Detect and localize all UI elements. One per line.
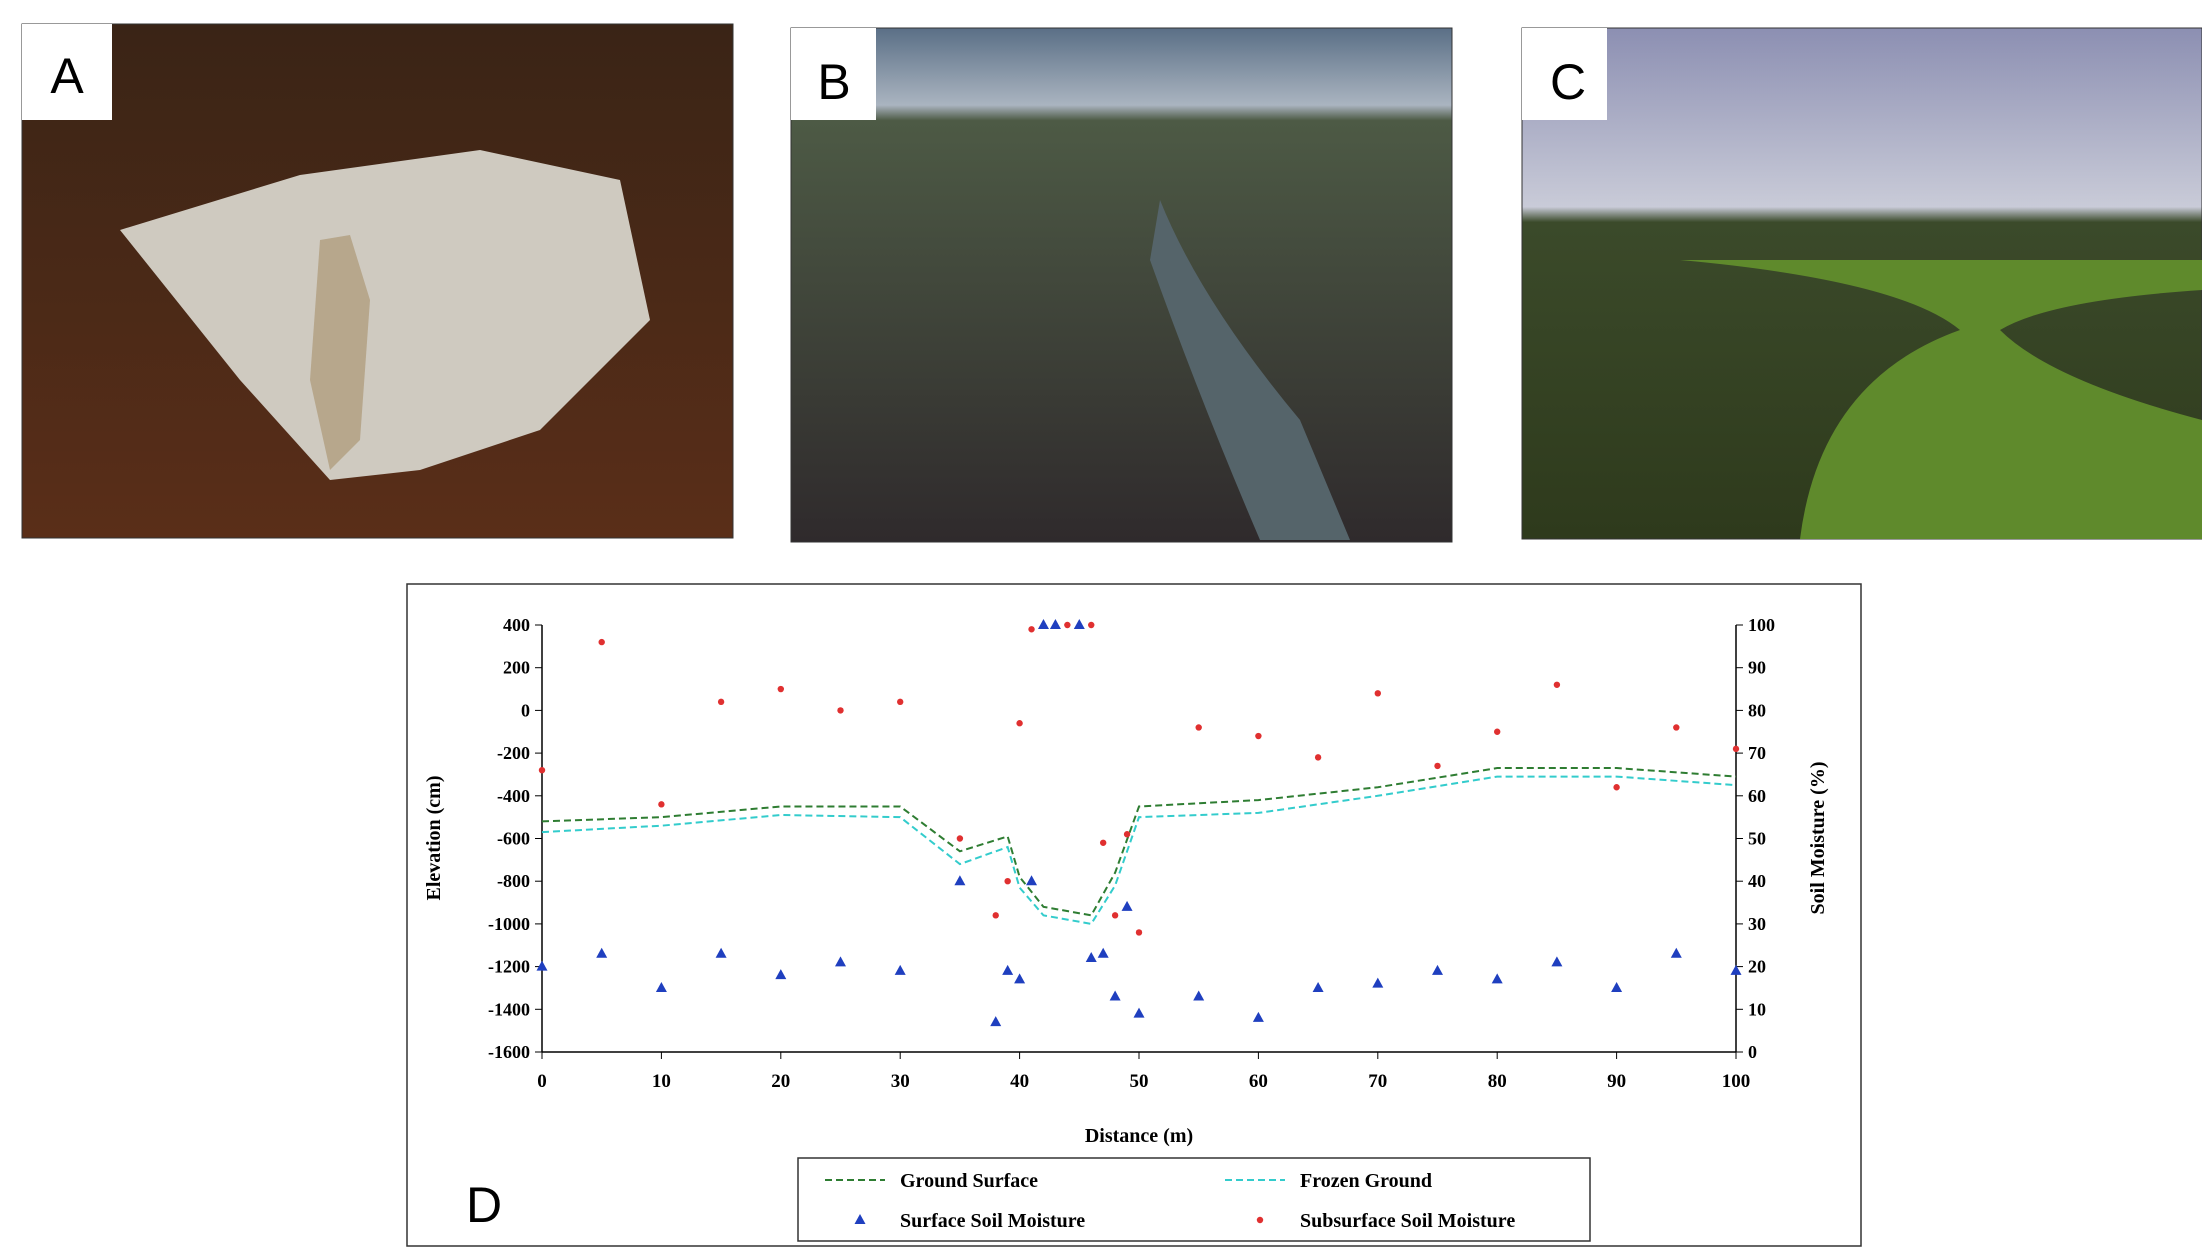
y-tick-label: -1600 — [488, 1042, 530, 1062]
y-tick-label: 400 — [503, 615, 530, 635]
point — [1613, 784, 1619, 790]
photo-b — [791, 28, 1452, 542]
y2-tick-label: 30 — [1748, 914, 1766, 934]
legend-label: Subsurface Soil Moisture — [1300, 1210, 1515, 1232]
point — [1434, 763, 1440, 769]
point — [1004, 878, 1010, 884]
point — [1124, 831, 1130, 837]
point — [1196, 724, 1202, 730]
point — [1016, 720, 1022, 726]
point — [1100, 840, 1106, 846]
y2-tick-label: 0 — [1748, 1042, 1757, 1062]
point — [1673, 724, 1679, 730]
point — [1375, 690, 1381, 696]
x-tick-label: 20 — [771, 1071, 790, 1092]
photo-c — [1522, 28, 2202, 539]
point — [599, 639, 605, 645]
legend-label: Frozen Ground — [1300, 1170, 1432, 1192]
x-tick-label: 80 — [1488, 1071, 1507, 1092]
point — [1494, 729, 1500, 735]
point — [1255, 733, 1261, 739]
x-tick-label: 30 — [891, 1071, 910, 1092]
x-tick-label: 0 — [537, 1071, 547, 1092]
y-tick-label: -400 — [497, 786, 530, 806]
x-tick-label: 10 — [652, 1071, 671, 1092]
legend-swatch — [1257, 1217, 1263, 1223]
point — [897, 699, 903, 705]
panel-label: D — [466, 1177, 502, 1233]
y-tick-label: 0 — [521, 700, 530, 720]
point — [1088, 622, 1094, 628]
y-tick-label: 200 — [503, 658, 530, 678]
y-tick-label: -200 — [497, 743, 530, 763]
point — [658, 801, 664, 807]
point — [1064, 622, 1070, 628]
y2-tick-label: 100 — [1748, 615, 1775, 635]
x-tick-label: 60 — [1249, 1071, 1268, 1092]
y2-tick-label: 60 — [1748, 786, 1766, 806]
point — [778, 686, 784, 692]
y-tick-label: -600 — [497, 829, 530, 849]
y-tick-label: -800 — [497, 871, 530, 891]
figure: A B C D Distance (m) Elevation (cm) Soil… — [0, 0, 2202, 1247]
point — [993, 912, 999, 918]
y-axis-label: Elevation (cm) — [423, 776, 445, 901]
point — [957, 835, 963, 841]
y2-tick-label: 80 — [1748, 700, 1766, 720]
y-tick-label: -1400 — [488, 999, 530, 1019]
photo-a — [22, 24, 733, 538]
point — [837, 707, 843, 713]
point — [1554, 682, 1560, 688]
y2-tick-label: 70 — [1748, 743, 1766, 763]
point — [718, 699, 724, 705]
panel-label: C — [1550, 54, 1586, 110]
point — [1028, 626, 1034, 632]
x-tick-label: 50 — [1130, 1071, 1149, 1092]
x-axis-label: Distance (m) — [1085, 1125, 1193, 1147]
point — [1112, 912, 1118, 918]
y2-tick-label: 20 — [1748, 957, 1766, 977]
panel-label: B — [817, 54, 850, 110]
x-tick-label: 70 — [1368, 1071, 1387, 1092]
x-tick-label: 40 — [1010, 1071, 1029, 1092]
y2-tick-label: 10 — [1748, 999, 1766, 1019]
panel-label: A — [50, 48, 84, 104]
point — [1315, 754, 1321, 760]
point — [1733, 746, 1739, 752]
x-tick-label: 90 — [1607, 1071, 1626, 1092]
x-tick-label: 100 — [1722, 1071, 1751, 1092]
y-tick-label: -1000 — [488, 914, 530, 934]
y2-tick-label: 40 — [1748, 871, 1766, 891]
y2-axis-label: Soil Moisture (%) — [1807, 762, 1829, 915]
point — [1136, 929, 1142, 935]
legend-label: Ground Surface — [900, 1170, 1038, 1192]
y-tick-label: -1200 — [488, 957, 530, 977]
legend-label: Surface Soil Moisture — [900, 1210, 1085, 1232]
y2-tick-label: 90 — [1748, 658, 1766, 678]
point — [539, 767, 545, 773]
y2-tick-label: 50 — [1748, 829, 1766, 849]
